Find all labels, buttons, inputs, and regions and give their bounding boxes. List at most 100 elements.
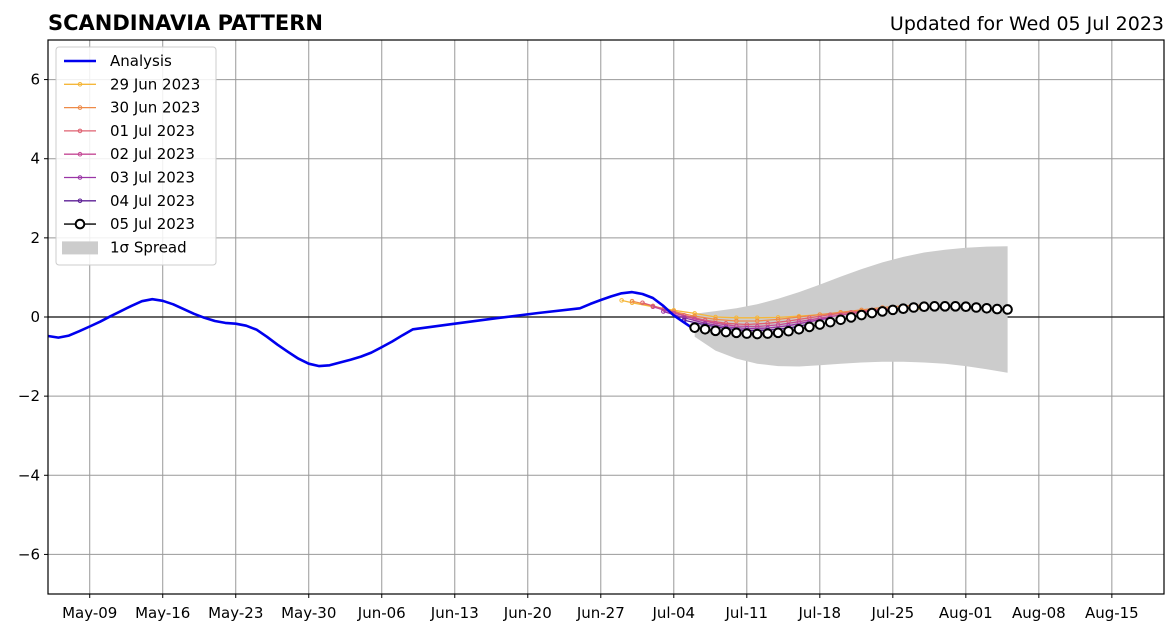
legend-item-f0705: 05 Jul 2023 [64, 215, 195, 233]
forecast-point [754, 318, 760, 324]
forecast-point [734, 318, 739, 324]
forecast-point [775, 317, 781, 322]
forecast-point [699, 323, 711, 335]
forecast-point [918, 301, 930, 313]
x-tick-label: Jul-18 [798, 604, 842, 622]
forecast-point [887, 304, 899, 316]
x-tick-label: Jul-25 [871, 604, 915, 622]
forecast-point [741, 328, 753, 339]
forecast-point [877, 306, 888, 317]
forecast-point [793, 323, 805, 335]
legend-label: 04 Jul 2023 [110, 192, 195, 210]
forecast-point [814, 319, 826, 330]
chart-title: SCANDINAVIA PATTERN [48, 11, 323, 35]
forecast-point [824, 316, 836, 328]
forecast-point [640, 300, 645, 306]
x-tick-label: Jul-11 [724, 604, 768, 622]
forecast-point [939, 301, 951, 312]
legend-marker [77, 105, 83, 110]
forecast-point [681, 315, 687, 321]
x-tick-label: May-23 [208, 604, 263, 622]
legend-marker [77, 175, 83, 180]
y-tick-label: 6 [30, 71, 40, 89]
forecast-point [804, 321, 815, 333]
analysis-line [47, 290, 696, 368]
forecast-point [970, 302, 982, 313]
x-tick-label: Aug-08 [1012, 604, 1066, 622]
legend: Analysis 29 Jun 2023 30 Jun 2023 01 Jul 202… [55, 46, 217, 266]
legend-item-f0702: 02 Jul 2023 [64, 145, 195, 163]
legend-item-f0701: 01 Jul 2023 [64, 122, 195, 140]
forecast-line [631, 300, 925, 322]
legend-marker [77, 198, 83, 204]
legend-swatch [62, 241, 98, 255]
legend-label: 30 Jun 2023 [110, 99, 200, 117]
forecast-point [772, 327, 784, 339]
legend-box [55, 46, 217, 266]
y-tick-label: −2 [18, 387, 40, 405]
y-tick-label: −6 [18, 545, 40, 563]
forecast-point [751, 328, 763, 340]
x-tick-label: May-16 [135, 604, 190, 622]
forecast-point [629, 298, 635, 304]
axis-ticks: May-09 May-16 May-23 May-30 Jun-06 Jun-13 Jun-… [18, 71, 1139, 622]
series-layer [47, 290, 1013, 368]
legend-label: 29 Jun 2023 [110, 75, 200, 93]
forecast-point [629, 300, 635, 306]
forecast-point [783, 325, 794, 337]
forecast-point [720, 326, 732, 338]
forecast-point [835, 314, 846, 326]
legend-label: 03 Jul 2023 [110, 169, 195, 187]
forecast-point [929, 301, 940, 312]
legend-item-f0704: 04 Jul 2023 [64, 192, 195, 210]
forecast-point [762, 328, 773, 339]
updated-label: Updated for Wed 05 Jul 2023 [890, 13, 1164, 35]
forecast-point [710, 325, 721, 337]
legend-item-spread: 1σ Spread [62, 238, 187, 256]
spread-layer [694, 246, 1008, 373]
forecast-point [689, 322, 700, 333]
forecast-point [908, 302, 919, 313]
y-tick-label: 2 [30, 229, 40, 247]
legend-label: 05 Jul 2023 [110, 215, 195, 233]
spread-band [694, 246, 1008, 373]
y-tick-label: 4 [30, 150, 40, 168]
forecast-point [856, 309, 867, 321]
forecast-point [1002, 304, 1013, 315]
series-analysis [47, 290, 696, 368]
forecast-point [897, 303, 909, 314]
legend-label: Analysis [110, 52, 172, 70]
legend-item-f0630: 30 Jun 2023 [64, 99, 200, 117]
x-tick-label: May-30 [281, 604, 336, 622]
legend-label: 01 Jul 2023 [110, 122, 195, 140]
forecast-point [960, 301, 972, 313]
legend-marker [74, 218, 86, 230]
forecast-point [650, 304, 656, 310]
forecast-point [619, 298, 624, 303]
legend-item-f0629: 29 Jun 2023 [64, 75, 200, 93]
forecast-point [866, 307, 878, 319]
legend-item-f0703: 03 Jul 2023 [64, 169, 195, 187]
forecast-point [661, 309, 666, 314]
forecast-point [981, 302, 992, 314]
legend-label: 1σ Spread [110, 238, 187, 256]
plot-frame [47, 39, 1165, 595]
y-tick-label: 0 [30, 308, 40, 326]
legend-marker [77, 151, 83, 157]
x-tick-label: Jun-13 [430, 604, 479, 622]
x-tick-label: Jun-06 [357, 604, 406, 622]
x-tick-label: Aug-15 [1085, 604, 1139, 622]
x-tick-label: Jul-04 [651, 604, 695, 622]
x-tick-label: May-09 [62, 604, 117, 622]
forecast-point [950, 301, 961, 312]
series-f0705 [689, 301, 1013, 340]
legend-marker [77, 82, 83, 87]
forecast-point [991, 303, 1003, 315]
forecast-point [692, 311, 697, 316]
y-tick-label: −4 [18, 466, 40, 484]
legend-marker [77, 128, 83, 134]
forecast-point [845, 312, 857, 323]
legend-label: 02 Jul 2023 [110, 145, 195, 163]
x-tick-label: Aug-01 [939, 604, 993, 622]
